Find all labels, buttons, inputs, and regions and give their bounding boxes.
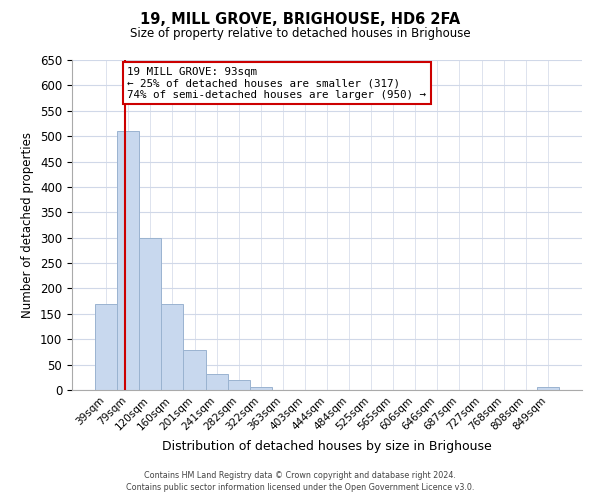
Bar: [161, 304, 184, 390]
Bar: [95, 304, 117, 390]
Text: Contains HM Land Registry data © Crown copyright and database right 2024.
Contai: Contains HM Land Registry data © Crown c…: [126, 471, 474, 492]
Bar: [184, 350, 206, 390]
Text: 19 MILL GROVE: 93sqm
← 25% of detached houses are smaller (317)
74% of semi-deta: 19 MILL GROVE: 93sqm ← 25% of detached h…: [127, 66, 427, 100]
Bar: [250, 388, 272, 390]
Bar: [537, 388, 559, 390]
Text: 19, MILL GROVE, BRIGHOUSE, HD6 2FA: 19, MILL GROVE, BRIGHOUSE, HD6 2FA: [140, 12, 460, 28]
Bar: [139, 238, 161, 390]
Bar: [117, 131, 139, 390]
Text: Size of property relative to detached houses in Brighouse: Size of property relative to detached ho…: [130, 28, 470, 40]
Y-axis label: Number of detached properties: Number of detached properties: [22, 132, 34, 318]
Bar: [227, 380, 250, 390]
X-axis label: Distribution of detached houses by size in Brighouse: Distribution of detached houses by size …: [162, 440, 492, 453]
Bar: [206, 374, 227, 390]
